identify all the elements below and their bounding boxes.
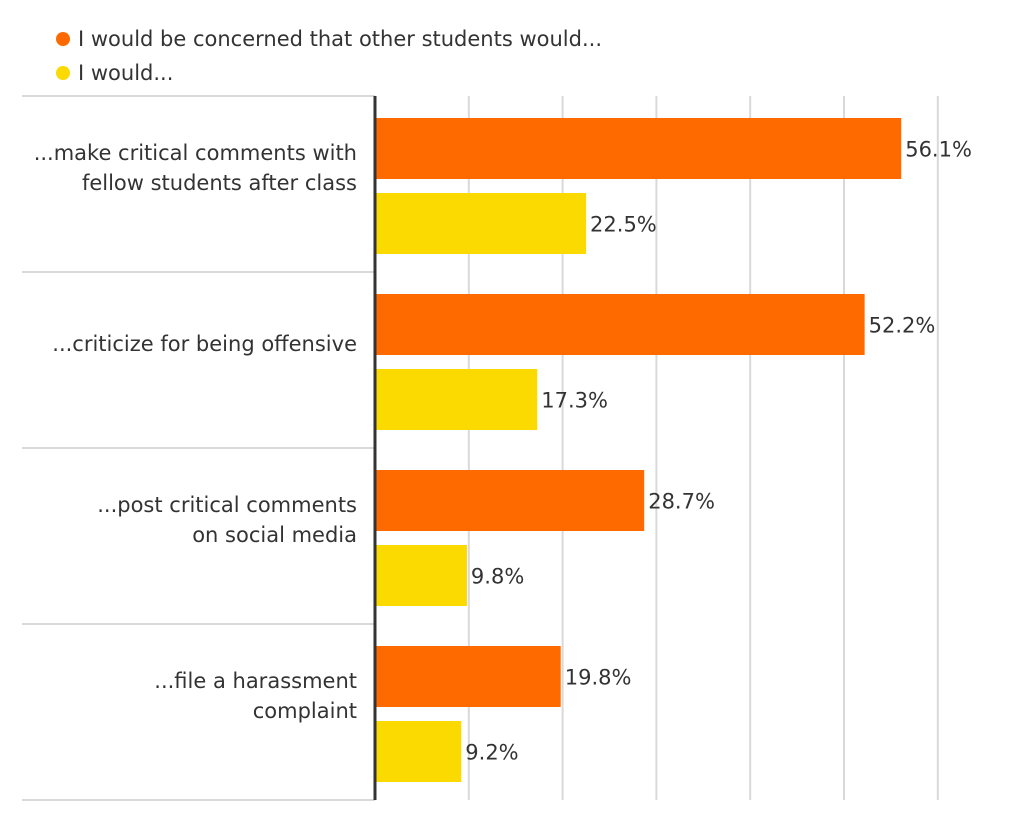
value-label: 56.1%: [905, 138, 972, 162]
legend-item-concerned: I would be concerned that other students…: [56, 22, 602, 56]
bar-would: [375, 193, 587, 254]
category-label: ...post critical comments on social media: [97, 493, 357, 547]
value-label: 19.8%: [565, 666, 632, 690]
value-label: 52.2%: [869, 314, 936, 338]
bar-concerned: [375, 118, 902, 179]
category-label: ...make critical comments with fellow stu…: [34, 141, 357, 195]
legend: I would be concerned that other students…: [56, 22, 602, 90]
category-label: ...criticize for being offensive: [52, 332, 357, 356]
legend-dot-yellow: [56, 66, 70, 80]
value-label: 22.5%: [590, 213, 657, 237]
bar-would: [375, 545, 467, 606]
category-label: ...file a harassment complaint: [154, 669, 357, 723]
bar-concerned: [375, 646, 561, 707]
legend-dot-orange: [56, 32, 70, 46]
legend-item-would: I would...: [56, 56, 602, 90]
bar-would: [375, 369, 538, 430]
value-label: 9.8%: [471, 565, 524, 589]
value-label: 9.2%: [465, 741, 518, 765]
legend-label-would: I would...: [78, 61, 174, 85]
legend-label-concerned: I would be concerned that other students…: [78, 27, 602, 51]
bar-would: [375, 721, 462, 782]
bar-concerned: [375, 294, 865, 355]
value-label: 28.7%: [648, 490, 715, 514]
bar-concerned: [375, 470, 645, 531]
value-label: 17.3%: [541, 389, 608, 413]
